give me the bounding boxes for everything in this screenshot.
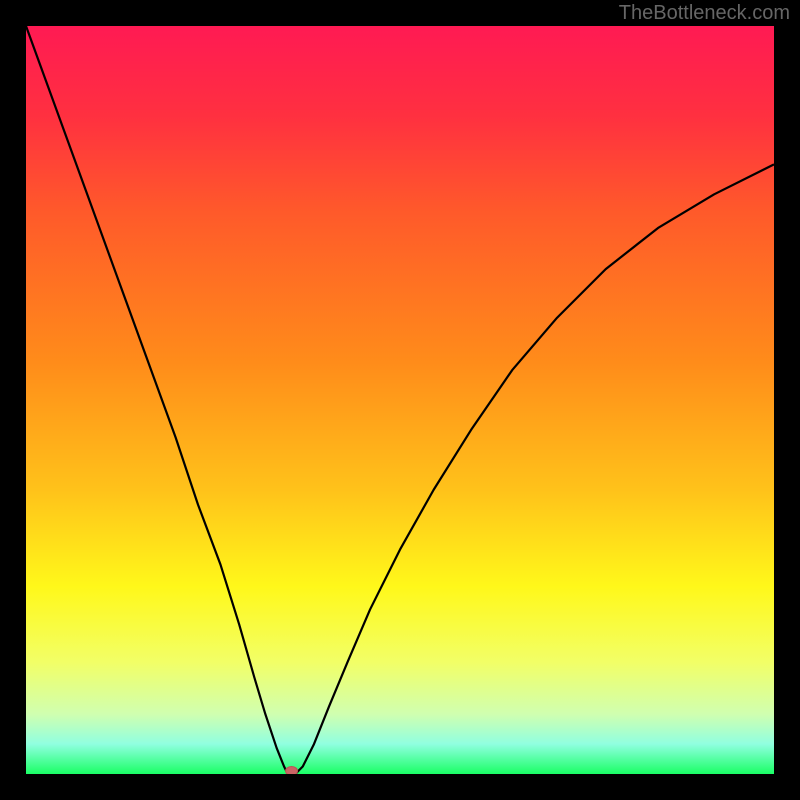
min-marker bbox=[286, 767, 298, 775]
curve-path bbox=[26, 26, 774, 774]
bottleneck-curve bbox=[26, 26, 774, 774]
watermark-text: TheBottleneck.com bbox=[619, 2, 790, 25]
chart-plot-area bbox=[26, 26, 774, 774]
